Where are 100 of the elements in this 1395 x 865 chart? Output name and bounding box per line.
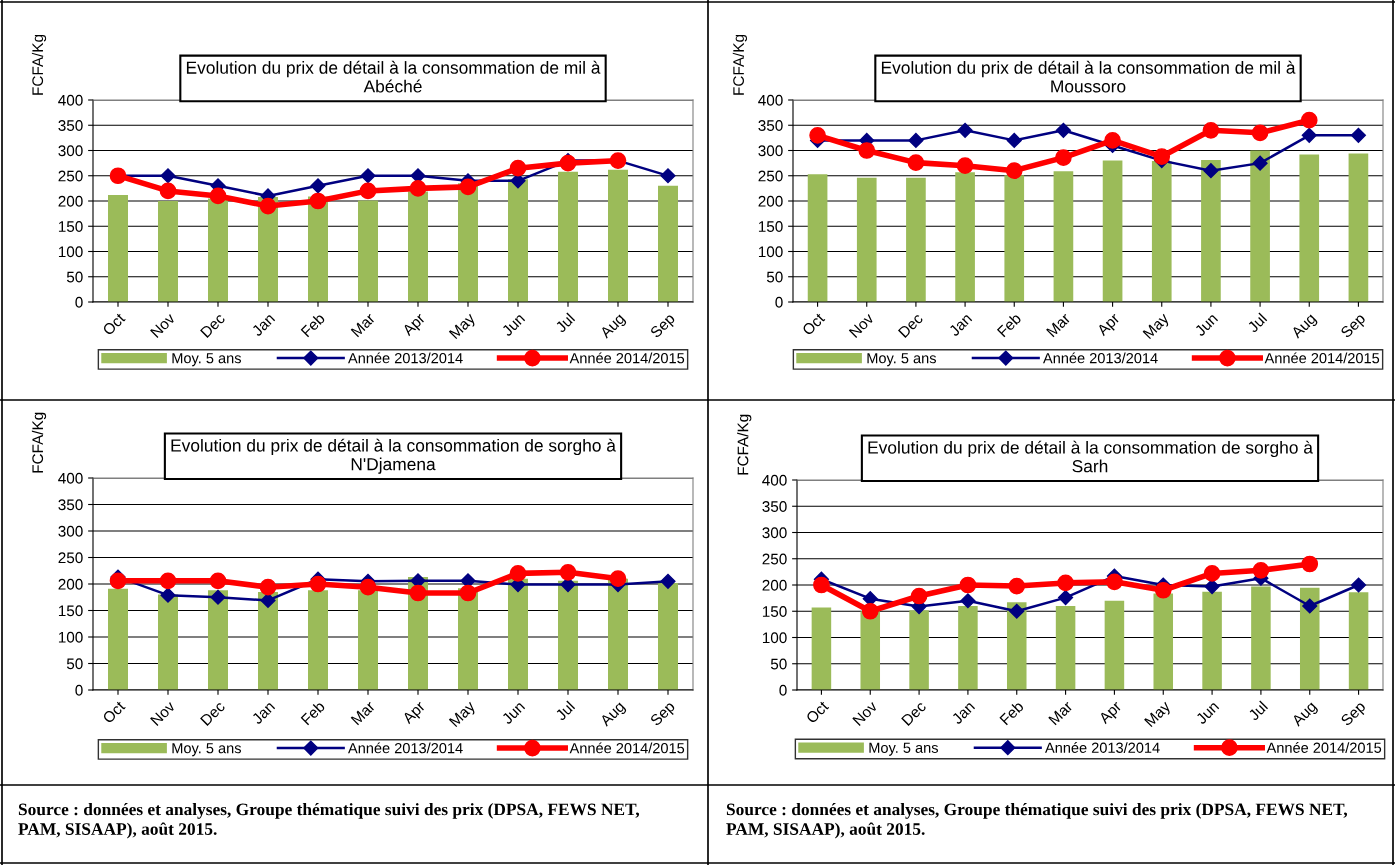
y-tick-label: 50 [766, 271, 783, 283]
x-tick-label: Nov [848, 312, 875, 338]
x-tick-label: May [1144, 700, 1174, 730]
y-tick-label: 200 [758, 195, 783, 207]
legend-label: Moy. 5 ans [172, 743, 241, 757]
y-tick-label: 300 [762, 527, 787, 539]
x-tick-label: Dec [897, 312, 924, 338]
x-tick-label: Sep [1339, 312, 1369, 341]
y-tick-label: 250 [58, 552, 83, 564]
y-tick-label: 400 [58, 94, 83, 106]
x-tick-label: Jun [1195, 700, 1220, 725]
x-tick-label: Mar [1048, 700, 1074, 726]
x-tick-label: Jun [1194, 312, 1219, 337]
legend-label: Année 2013/2014 [1043, 352, 1158, 364]
x-tick-label: Feb [999, 700, 1025, 726]
x-tick-label: Jan [951, 700, 976, 725]
x-tick-label: May [1142, 312, 1172, 342]
y-tick-label: 300 [58, 145, 83, 157]
y-axis-title: FCFA/Kg [737, 414, 752, 475]
x-tick-label: Nov [150, 700, 176, 726]
y-tick-label: 250 [758, 170, 783, 182]
legend-label: Année 2013/2014 [348, 742, 463, 754]
y-tick-label: 50 [66, 658, 83, 670]
legend-label: Moy. 5 ans [172, 353, 241, 367]
y-tick-label: 150 [758, 221, 783, 232]
y-tick-label: 100 [758, 246, 783, 258]
x-tick-label: Jul [1246, 312, 1268, 334]
y-tick-label: 150 [58, 221, 83, 232]
legend-label: Année 2014/2015 [569, 352, 685, 364]
chart-title: Evolution du prix de détail à la consommation de sorgho à Sarh [868, 440, 1313, 473]
x-tick-label: Apr [401, 312, 428, 339]
y-tick-label: 350 [758, 120, 783, 131]
x-tick-label: Jul [1247, 700, 1269, 722]
y-tick-label: 150 [762, 606, 787, 617]
x-tick-label: Mar [1046, 312, 1072, 338]
x-tick-label: Nov [150, 312, 176, 338]
x-tick-label: Dec [200, 700, 226, 726]
x-tick-label: Jan [948, 312, 973, 337]
x-tick-label: Oct [801, 312, 826, 336]
x-tick-label: Mar [350, 312, 376, 338]
legend-label: Année 2014/2015 [569, 742, 685, 754]
x-tick-label: Apr [401, 700, 428, 727]
legend-label: Année 2014/2015 [1266, 742, 1382, 753]
y-tick-label: 0 [75, 684, 83, 696]
legend-label: Année 2013/2014 [1045, 742, 1160, 753]
y-axis-title: FCFA/Kg [31, 412, 47, 473]
x-tick-label: Aug [599, 312, 628, 341]
y-tick-label: 100 [762, 632, 787, 644]
y-tick-label: 250 [58, 170, 83, 182]
x-tick-label: Sep [649, 312, 678, 341]
x-tick-label: Jan [251, 700, 276, 725]
y-tick-label: 350 [58, 120, 83, 131]
y-tick-label: 0 [75, 296, 83, 308]
x-tick-label: Feb [300, 312, 326, 338]
y-tick-label: 350 [762, 501, 787, 512]
x-tick-label: Sep [1340, 700, 1369, 729]
y-tick-label: 50 [770, 658, 787, 670]
source-note: Source : données et analyses, Groupe thématique suivi des prix (DPSA, FEWS NET, PAM, SISAAP), août 2015. [726, 803, 1348, 839]
x-tick-label: Jul [554, 700, 576, 722]
y-tick-label: 0 [775, 296, 783, 308]
x-tick-label: Sep [649, 700, 678, 729]
x-tick-label: Oct [101, 312, 126, 336]
x-tick-label: Oct [805, 700, 830, 724]
y-tick-label: 300 [758, 145, 783, 157]
x-tick-label: Feb [300, 700, 326, 726]
y-tick-label: 350 [58, 499, 83, 511]
x-tick-label: Jun [501, 312, 526, 337]
x-tick-label: Feb [996, 312, 1022, 338]
y-tick-label: 100 [58, 246, 83, 258]
chart-title: Evolution du prix de détail à la consommation de mil à Abéché [186, 60, 601, 93]
x-tick-label: Jan [251, 312, 276, 337]
x-tick-label: May [448, 312, 479, 342]
x-tick-label: Jul [554, 312, 576, 334]
y-axis-title: FCFA/Kg [31, 34, 47, 95]
legend-label: Année 2014/2015 [1264, 352, 1380, 364]
y-tick-label: 150 [58, 605, 83, 617]
x-tick-label: Apr [1096, 312, 1123, 339]
y-tick-label: 0 [779, 684, 787, 696]
x-tick-label: Apr [1098, 700, 1125, 727]
legend-label: Moy. 5 ans [867, 353, 936, 367]
x-tick-label: Aug [1290, 312, 1319, 341]
y-tick-label: 400 [58, 472, 83, 484]
y-axis-title: FCFA/Kg [732, 34, 748, 95]
legend-label: Moy. 5 ans [869, 742, 938, 756]
source-note: Source : données et analyses, Groupe thématique suivi des prix (DPSA, FEWS NET, PAM, SISAAP), août 2015. [18, 803, 640, 839]
x-tick-label: May [448, 700, 479, 730]
y-tick-label: 250 [762, 553, 787, 565]
y-tick-label: 200 [762, 579, 787, 591]
y-tick-label: 200 [58, 195, 83, 207]
legend-label: Année 2013/2014 [348, 352, 463, 364]
chart-title: Evolution du prix de détail à la consommation de mil à Moussoro [881, 60, 1296, 93]
y-tick-label: 200 [58, 578, 83, 590]
y-tick-label: 50 [66, 271, 83, 283]
x-tick-label: Dec [200, 312, 226, 338]
x-tick-label: Mar [350, 700, 376, 726]
x-tick-label: Aug [599, 700, 628, 729]
x-tick-label: Aug [1290, 700, 1320, 729]
y-tick-label: 100 [58, 631, 83, 643]
y-tick-label: 300 [58, 525, 83, 537]
x-tick-label: Nov [852, 700, 879, 726]
